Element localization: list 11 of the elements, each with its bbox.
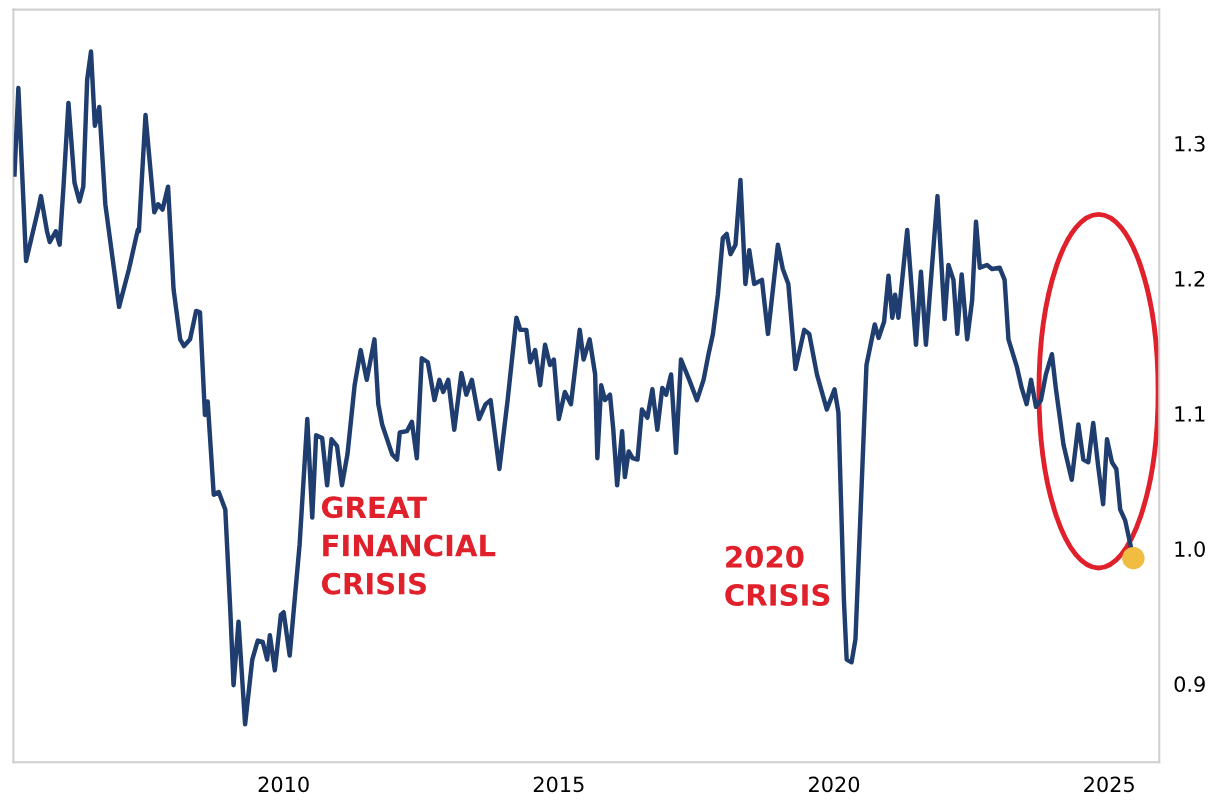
y-tick-label: 0.9 bbox=[1174, 676, 1205, 693]
x-tick-label: 2020 bbox=[809, 776, 860, 793]
y-tick-label: 1.3 bbox=[1175, 135, 1205, 152]
x-tick-label: 2025 bbox=[1084, 776, 1134, 793]
x-tick-label: 2015 bbox=[533, 776, 584, 793]
y-tick-label: 1.0 bbox=[1175, 541, 1205, 557]
annotation: GREAT FINANCIAL CRISIS bbox=[321, 496, 496, 595]
y-tick-label: 1.1 bbox=[1175, 406, 1205, 422]
y-tick-label: 1.2 bbox=[1175, 270, 1205, 287]
x-tick-label: 2010 bbox=[258, 776, 309, 793]
annotation: 2020 CRISIS bbox=[725, 545, 830, 607]
